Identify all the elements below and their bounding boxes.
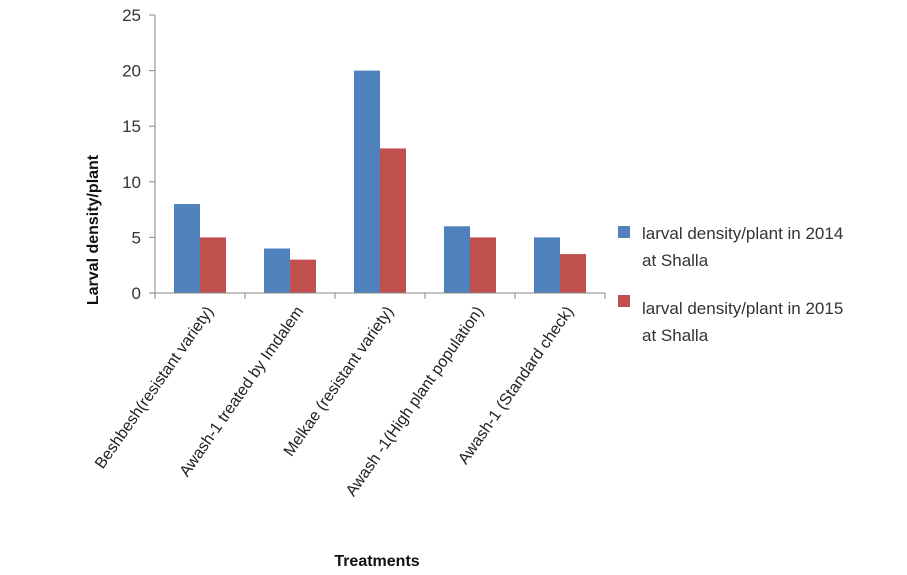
- legend-swatch-2014: [618, 226, 630, 238]
- bar-2015-4: [560, 254, 586, 293]
- bar-2015-1: [290, 259, 316, 293]
- y-axis-ticks: 0 5 10 15 20 25: [122, 6, 155, 303]
- y-tick-label: 10: [122, 173, 141, 192]
- y-axis-title: Larval density/plant: [85, 154, 102, 305]
- y-tick-label: 0: [132, 284, 141, 303]
- bar-2014-4: [534, 237, 560, 293]
- y-tick-label: 15: [122, 117, 141, 136]
- x-axis-category-labels: Beshbesh(resistant variety)Awash-1 treat…: [92, 304, 577, 500]
- legend: larval density/plant in 2014 at Shalla l…: [618, 224, 843, 345]
- bar-2014-3: [444, 226, 470, 293]
- y-tick-label: 25: [122, 6, 141, 25]
- legend-label-2015: larval density/plant in 2015: [642, 299, 843, 318]
- bar-2015-2: [380, 148, 406, 293]
- bar-2014-1: [264, 248, 290, 293]
- bar-2015-3: [470, 237, 496, 293]
- bar-2015-0: [200, 237, 226, 293]
- legend-label-2014: larval density/plant in 2014: [642, 224, 843, 243]
- y-tick-label: 5: [132, 228, 141, 247]
- axes: [154, 15, 606, 299]
- legend-swatch-2015: [618, 295, 630, 307]
- bar-2014-2: [354, 70, 380, 293]
- bars: [174, 70, 586, 293]
- bar-2014-0: [174, 204, 200, 293]
- legend-label-2015-location: at Shalla: [642, 326, 709, 345]
- y-tick-label: 20: [122, 62, 141, 81]
- x-axis-title: Treatments: [334, 553, 419, 570]
- legend-label-2014-location: at Shalla: [642, 251, 709, 270]
